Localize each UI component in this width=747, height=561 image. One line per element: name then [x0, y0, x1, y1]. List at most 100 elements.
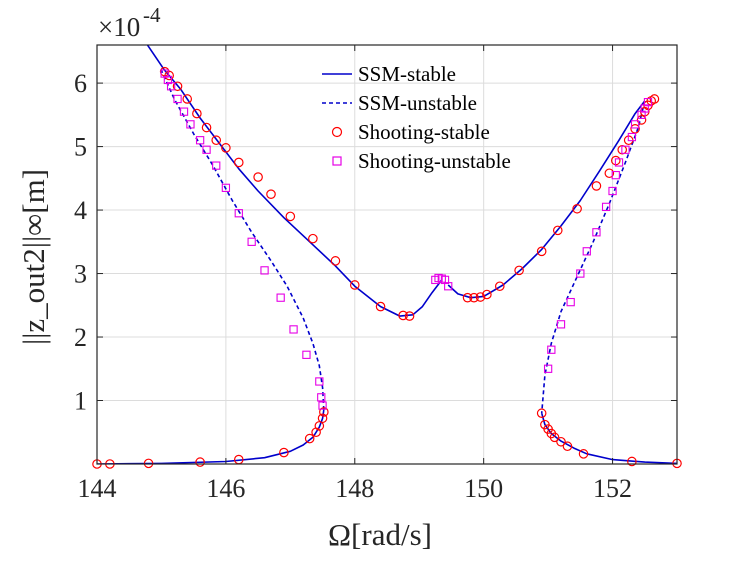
- data-point-shooting-stable: [164, 70, 174, 81]
- axis-ticks: 144 146 148 150 152 1 2 3 4 5 6: [74, 45, 677, 503]
- data-point-shooting-unstable: [592, 228, 601, 237]
- legend-label-ssm-unstable: SSM-unstable: [358, 91, 477, 115]
- x-axis-label: Ω[rad/s]: [328, 517, 432, 552]
- data-point-shooting-stable: [636, 115, 647, 125]
- data-point-shooting-stable: [211, 135, 222, 146]
- data-point-shooting-stable: [482, 289, 492, 300]
- legend-marker-shooting-unstable: [332, 156, 342, 166]
- data-point-shooting-stable: [172, 81, 183, 92]
- x-tick-label: 146: [206, 474, 245, 503]
- data-point-shooting-stable: [556, 436, 566, 447]
- data-point-shooting-stable: [404, 311, 415, 321]
- data-point-shooting-stable: [330, 256, 341, 266]
- series-line-ssm-stable: [97, 409, 325, 464]
- data-point-shooting-stable: [617, 144, 628, 155]
- series-line-ssm-unstable: [160, 70, 325, 411]
- data-point-shooting-stable: [398, 310, 408, 321]
- data-point-shooting-stable: [375, 301, 386, 312]
- data-point-shooting-stable: [562, 441, 573, 452]
- data-point-shooting-stable: [221, 143, 231, 153]
- data-point-shooting-unstable: [547, 345, 556, 354]
- y-axis-label: ||z_out2||∞[m]: [16, 169, 51, 345]
- data-point-shooting-unstable: [202, 145, 211, 154]
- plot-frame: [96, 44, 678, 465]
- data-point-shooting-unstable: [173, 94, 182, 104]
- x-tick-label: 148: [335, 474, 374, 503]
- data-point-shooting-unstable: [582, 247, 591, 256]
- data-point-shooting-unstable: [576, 269, 585, 278]
- data-point-shooting-stable: [192, 108, 202, 119]
- y-tick-label: 4: [74, 196, 87, 225]
- series-line-ssm-unstable: [540, 100, 646, 414]
- data-point-shooting-stable: [578, 449, 589, 459]
- data-point-shooting-unstable: [166, 82, 176, 91]
- data-point-shooting-stable: [195, 457, 205, 467]
- data-point-shooting-stable: [319, 407, 329, 417]
- y-multiplier-exponent: -4: [143, 3, 161, 27]
- y-tick-label: 6: [74, 69, 87, 98]
- data-point-shooting-unstable: [186, 120, 195, 129]
- data-point-shooting-stable: [604, 168, 615, 179]
- legend: SSM-stable SSM-unstable Shooting-stable …: [322, 62, 511, 173]
- legend-label-ssm-stable: SSM-stable: [358, 62, 456, 86]
- x-tick-label: 150: [464, 474, 503, 503]
- data-point-shooting-stable: [143, 458, 154, 469]
- data-point-shooting-unstable: [643, 97, 653, 107]
- data-point-shooting-stable: [201, 122, 212, 133]
- y-tick-label: 1: [74, 387, 87, 416]
- data-point-shooting-unstable: [621, 145, 630, 154]
- legend-label-shooting-stable: Shooting-stable: [358, 120, 490, 144]
- series-line-ssm-stable: [447, 100, 646, 299]
- data-point-shooting-stable: [304, 433, 315, 444]
- data-point-shooting-stable: [285, 211, 296, 222]
- data-point-shooting-stable: [317, 413, 328, 424]
- data-point-shooting-stable: [462, 292, 473, 303]
- grid: [96, 45, 677, 464]
- data-point-shooting-unstable: [260, 266, 269, 275]
- data-point-shooting-stable: [549, 432, 560, 443]
- data-point-shooting-stable: [572, 203, 582, 214]
- data-point-shooting-stable: [627, 456, 637, 467]
- data-point-shooting-stable: [494, 281, 505, 292]
- data-point-shooting-unstable: [556, 320, 566, 329]
- data-point-shooting-unstable: [608, 186, 617, 196]
- data-point-shooting-unstable: [444, 282, 453, 291]
- y-tick-label: 5: [74, 133, 87, 162]
- data-point-shooting-stable: [253, 172, 263, 182]
- data-point-shooting-unstable: [179, 107, 189, 116]
- data-point-shooting-unstable: [212, 161, 221, 170]
- data-point-shooting-unstable: [566, 297, 575, 307]
- data-point-shooting-unstable: [627, 132, 637, 142]
- x-tick-label: 152: [593, 474, 632, 503]
- data-point-shooting-unstable: [247, 237, 256, 246]
- y-tick-label: 3: [74, 260, 87, 289]
- data-point-shooting-unstable: [601, 202, 611, 212]
- data-point-shooting-unstable: [302, 350, 311, 359]
- data-point-shooting-stable: [591, 181, 602, 191]
- y-tick-label: 2: [74, 323, 87, 352]
- data-point-shooting-unstable: [195, 136, 205, 145]
- y-multiplier-label: ×10: [98, 12, 140, 42]
- data-point-shooting-stable: [266, 189, 276, 199]
- data-point-shooting-stable: [552, 225, 563, 236]
- data-point-shooting-stable: [279, 447, 289, 458]
- series-line-ssm-stable: [540, 412, 677, 464]
- data-point-shooting-unstable: [221, 183, 231, 192]
- data-point-shooting-stable: [475, 292, 486, 302]
- data-point-shooting-unstable: [630, 120, 640, 129]
- data-point-shooting-unstable: [276, 293, 285, 302]
- data-point-shooting-unstable: [318, 401, 327, 410]
- legend-label-shooting-unstable: Shooting-unstable: [358, 149, 511, 173]
- x-tick-label: 144: [78, 474, 117, 503]
- data-point-shooting-stable: [349, 280, 360, 290]
- data-point-shooting-unstable: [315, 377, 324, 386]
- data-point-shooting-stable: [514, 265, 524, 276]
- data-point-shooting-unstable: [611, 170, 620, 180]
- data-point-shooting-stable: [536, 408, 547, 419]
- data-point-shooting-unstable: [543, 364, 553, 373]
- legend-marker-shooting-stable: [331, 126, 343, 138]
- data-point-shooting-stable: [536, 246, 547, 257]
- data-point-shooting-unstable: [614, 158, 624, 167]
- data-point-shooting-stable: [182, 94, 193, 104]
